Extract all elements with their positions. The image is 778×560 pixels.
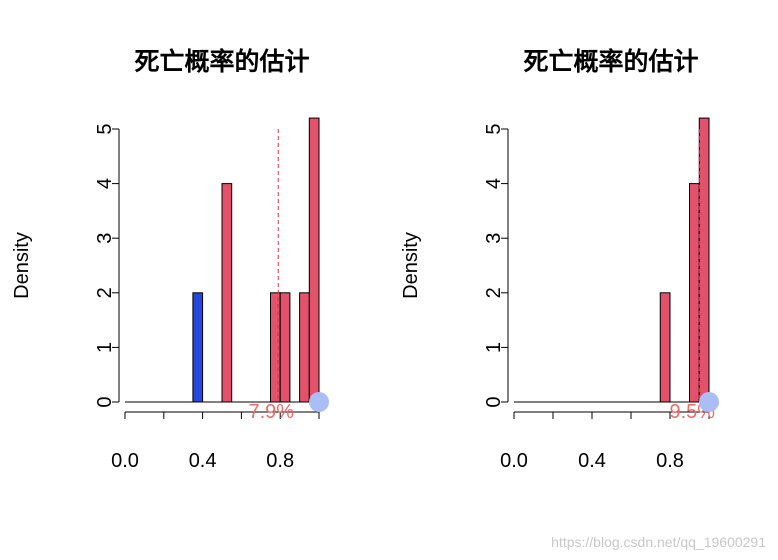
chart-title: 死亡概率的估计	[523, 47, 698, 76]
y-axis-label: Density	[400, 232, 422, 299]
y-tick-label: 3	[94, 233, 116, 244]
marker-dot	[309, 392, 329, 412]
y-tick-label: 3	[483, 233, 505, 244]
marker-dot	[699, 392, 719, 412]
histogram-bar	[299, 292, 310, 403]
chart-panel-1: 死亡概率的估计 Density 0 1 2 3 4 5 0.0 0.4 0.8 7.9%	[11, 47, 329, 472]
histogram-bar	[192, 292, 204, 403]
histogram-bar	[221, 183, 233, 403]
histogram-bar	[308, 117, 320, 403]
percentage-annotation: 7.9%	[248, 401, 294, 423]
y-tick-label: 2	[94, 287, 116, 298]
watermark-text: https://blog.csdn.net/qq_19600291	[551, 534, 766, 550]
y-tick-label: 1	[94, 342, 116, 353]
chart-title: 死亡概率的估计	[134, 47, 309, 76]
histogram-bar	[659, 292, 671, 403]
y-tick-label: 1	[483, 342, 505, 353]
x-tick-label: 0.8	[656, 450, 684, 472]
y-tick-label: 5	[483, 123, 505, 134]
x-tick-label: 0.0	[111, 450, 139, 472]
y-tick-label: 4	[483, 178, 505, 189]
histogram-bar	[689, 183, 700, 403]
histogram-bar	[698, 117, 710, 403]
y-tick-label: 4	[94, 178, 116, 189]
histogram-bar	[279, 292, 291, 403]
x-tick-label: 0.8	[266, 450, 294, 472]
y-axis-label: Density	[11, 232, 33, 299]
y-tick-label: 5	[94, 123, 116, 134]
x-tick-label: 0.4	[578, 450, 606, 472]
y-tick-label: 0	[483, 396, 505, 407]
x-tick-label: 0.4	[189, 450, 217, 472]
y-tick-label: 0	[94, 396, 116, 407]
y-tick-label: 2	[483, 287, 505, 298]
x-tick-label: 0.0	[500, 450, 528, 472]
